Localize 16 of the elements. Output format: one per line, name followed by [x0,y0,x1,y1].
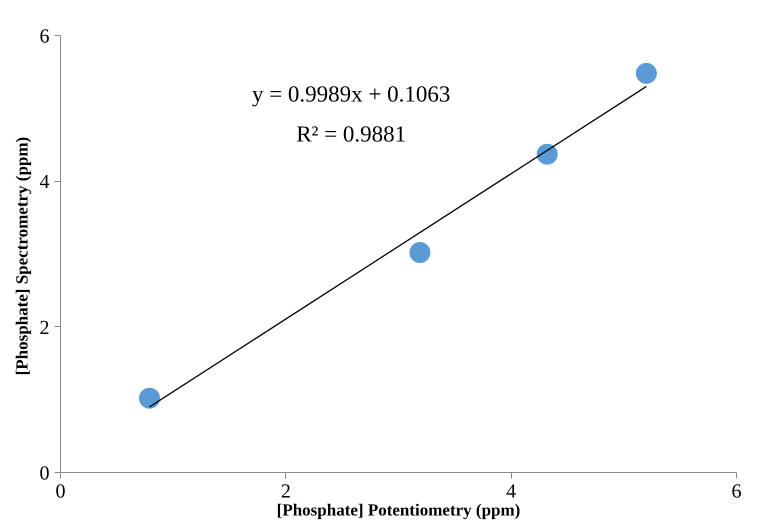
y-tick-label: 4 [40,171,50,194]
x-axis-title: [Phosphate] Potentiometry (ppm) [276,500,520,520]
y-tick-label: 6 [40,26,50,48]
point [409,242,430,264]
point [536,144,558,165]
x-tick-label: 2 [280,480,291,502]
annotation: R² = 0.9881 [296,121,406,146]
x-tick-label: 4 [506,480,516,502]
x-tick-label: 6 [732,480,742,502]
annotation: y = 0.9989x + 0.1063 [252,81,450,106]
y-tick-label: 2 [40,316,50,339]
x-tick-label: 0 [56,480,66,502]
y-axis-title: [Phosphate] Spectrometry (ppm) [12,136,32,376]
point [636,62,657,84]
point [139,388,160,409]
y-tick-label: 0 [40,462,50,484]
